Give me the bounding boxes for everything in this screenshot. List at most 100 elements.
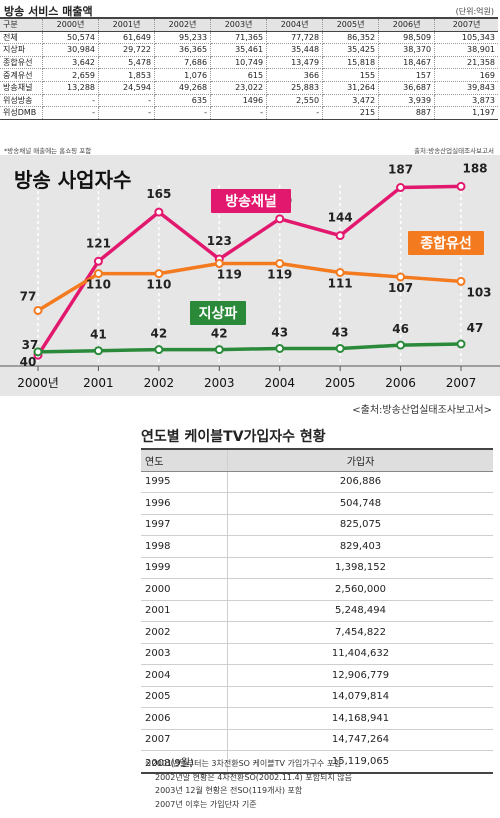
subscriber-count-cell: 15,119,065	[227, 750, 493, 774]
data-point	[154, 269, 164, 279]
data-point	[214, 259, 224, 269]
chart-x-tick-label: 2007	[446, 376, 477, 390]
revenue-cell: 1,076	[154, 68, 212, 82]
chart-x-tick-label: 2005	[325, 376, 356, 390]
subscriber-table-row: 1998 829,403	[141, 535, 493, 558]
data-label: 103	[466, 285, 491, 299]
data-point	[275, 214, 285, 224]
data-point	[214, 345, 224, 355]
subscriber-table-row: 2006 14,168,941	[141, 707, 493, 730]
revenue-row-label: 중계유선	[0, 68, 43, 82]
revenue-cell: 39,843	[434, 81, 498, 95]
revenue-cell: 2,659	[42, 68, 100, 82]
revenue-cell: 61,649	[98, 31, 156, 45]
revenue-header-cell: 2000년	[42, 16, 100, 32]
chart-series: 3712116512315914418718877110110119119111…	[20, 161, 492, 368]
revenue-cell: 215	[322, 106, 380, 120]
data-label: 110	[146, 278, 171, 292]
revenue-cell: 35,461	[210, 43, 268, 57]
legend-label: 종합유선	[420, 235, 472, 252]
data-point	[456, 181, 466, 191]
revenue-cell: -	[98, 94, 156, 108]
legend-label: 지상파	[199, 306, 238, 322]
data-point	[275, 343, 285, 353]
revenue-cell: 38,370	[378, 43, 436, 57]
chart-x-tick-label: 2000년	[17, 376, 59, 390]
revenue-row-label: 종합유선	[0, 56, 43, 70]
data-label: 121	[86, 236, 111, 250]
revenue-cell: 29,722	[98, 43, 156, 57]
revenue-cell: 24,594	[98, 81, 156, 95]
subscriber-count-cell: 829,403	[227, 535, 493, 558]
revenue-header-cell: 2005년	[322, 16, 380, 32]
revenue-cell: 1,853	[98, 68, 156, 82]
data-label: 42	[211, 327, 228, 341]
revenue-table-unit: (단위:억원)	[455, 7, 494, 16]
revenue-row-label: 방송채널	[0, 81, 43, 95]
legend-swatch	[211, 189, 291, 213]
revenue-table-row: 위성DMB - - - - -215 887 1,197	[0, 106, 498, 120]
data-point	[396, 183, 406, 193]
subscriber-year-cell: 1999	[141, 557, 228, 579]
subscriber-year-cell: 2000	[141, 578, 228, 601]
revenue-table-row: 중계유선 2,659 1,853 1,076 615 366 155 157 169	[0, 68, 498, 82]
data-label: 40	[20, 355, 37, 369]
data-point	[93, 346, 103, 356]
revenue-cell: -	[266, 106, 324, 120]
revenue-header-cell: 2007년	[434, 16, 498, 32]
subscriber-count-cell: 14,079,814	[227, 686, 493, 708]
data-label: 119	[267, 268, 292, 282]
subscriber-year-cell: 2004	[141, 664, 228, 687]
data-label: 123	[207, 234, 232, 248]
revenue-table-source: 출처:방송산업실태조사보고서	[414, 147, 494, 155]
chart-title: 방송 사업자수	[14, 168, 131, 192]
data-point	[93, 256, 103, 266]
subscriber-table-row: 2002 7,454,822	[141, 621, 493, 644]
subscriber-table-row: 2008(9월) 15,119,065	[141, 750, 493, 774]
revenue-cell: 615	[210, 68, 268, 82]
subscriber-note-line: 2002년말 현황은 4차전환SO(2002.11.4) 포함되지 않음	[155, 772, 352, 782]
revenue-table: 구분 2000년 2001년 2002년 2003년 2004년 2005년 2006년 200…	[0, 16, 498, 120]
revenue-cell: 98,509	[378, 31, 436, 45]
subscriber-table-row: 1996 504,748	[141, 492, 493, 515]
revenue-cell: 10,749	[210, 56, 268, 70]
legend-swatch	[408, 231, 484, 255]
subscriber-count-cell: 5,248,494	[227, 600, 493, 622]
revenue-cell: 95,233	[154, 31, 212, 45]
subscriber-table-header: 연도 가입자	[141, 448, 493, 472]
revenue-table-row: 전체 50,574 61,649 95,233 71,365 77,728 86,352 98…	[0, 31, 498, 45]
subscriber-count-cell: 14,747,264	[227, 729, 493, 751]
subscriber-table-row: 1999 1,398,152	[141, 557, 493, 579]
legend-swatch	[190, 301, 246, 325]
data-label: 37	[22, 338, 39, 352]
subscriber-count-cell: 206,886	[227, 471, 493, 493]
subscriber-count-cell: 12,906,779	[227, 664, 493, 687]
revenue-cell: 50,574	[42, 31, 100, 45]
revenue-cell: 5,478	[98, 56, 156, 70]
series-line	[36, 184, 462, 357]
broadcaster-count-chart: 방송 사업자수 2000년 2001 2002 2003 2004 2005 2006 200…	[0, 161, 500, 390]
revenue-cell: 3,873	[434, 94, 498, 108]
revenue-cell: 35,425	[322, 43, 380, 57]
revenue-cell: 3,939	[378, 94, 436, 108]
revenue-header-cell: 2004년	[266, 16, 324, 32]
data-label: 43	[332, 325, 349, 339]
subscriber-table: 연도 가입자 1995 206,886 1996 504,748 1997 825,075 19…	[141, 448, 493, 774]
subscriber-table-row: 2004 12,906,779	[141, 664, 493, 687]
data-label: 46	[392, 322, 409, 336]
subscriber-year-cell: 2002	[141, 621, 228, 644]
subscriber-year-cell: 1998	[141, 535, 228, 558]
data-point	[456, 276, 466, 286]
subscriber-count-cell: 11,404,632	[227, 643, 493, 665]
revenue-cell: 3,472	[322, 94, 380, 108]
revenue-cell: 86,352	[322, 31, 380, 45]
series-line	[37, 261, 462, 312]
subscriber-year-cell: 2006	[141, 707, 228, 730]
revenue-cell: 887	[378, 106, 436, 120]
subscriber-note-line: 2003년 12월 현황은 전SO(119개사) 포함	[155, 786, 303, 795]
subscriber-year-cell: 2001	[141, 600, 228, 622]
revenue-cell: 35,448	[266, 43, 324, 57]
data-label: 111	[328, 276, 353, 290]
data-label: 107	[388, 281, 413, 295]
